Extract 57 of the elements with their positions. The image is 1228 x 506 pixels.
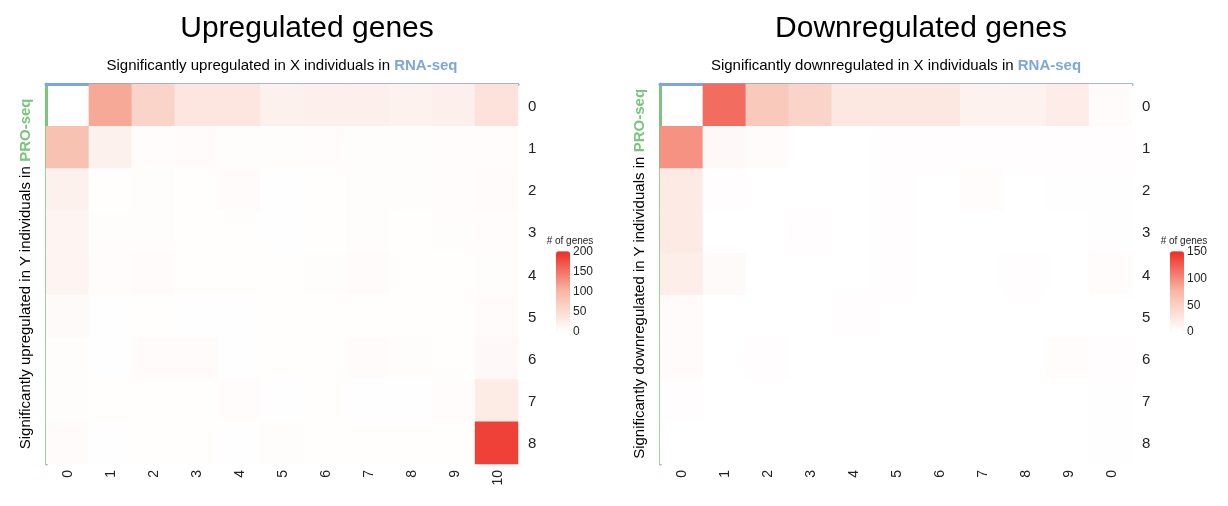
y-tick-label: 1 (528, 138, 537, 156)
y-tick-label: 7 (1142, 392, 1151, 410)
x-tick-label: 8 (402, 469, 419, 478)
y-tick-label: 0 (1142, 96, 1151, 114)
color-bar-label: 200 (573, 244, 594, 259)
y-axis-title: Significantly upregulated in Y individuals in PRO-seq (16, 98, 33, 450)
x-tick-label: 2 (759, 469, 776, 478)
y-tick-label: 6 (1142, 349, 1151, 367)
color-bar-label: 150 (1187, 244, 1208, 259)
x-tick-label: 6 (930, 469, 947, 478)
color-bar-label: 0 (573, 324, 580, 339)
y-tick-label: 5 (528, 307, 537, 325)
x-tick-label: 9 (445, 469, 462, 478)
x-tick-label: 2 (145, 469, 162, 478)
x-tick-label: 4 (231, 469, 248, 478)
x-tick-label: 1 (102, 469, 119, 478)
x-tick-label: 5 (274, 469, 290, 478)
y-tick-label: 5 (1142, 307, 1151, 325)
chart-title: Downregulated genes (775, 9, 1067, 43)
x-tick-label: 7 (359, 469, 376, 478)
x-axis-title: Significantly downregulated in X individuals in RNA-seq (710, 56, 1082, 73)
x-axis-title: Significantly upregulated in X individuals in RNA-seq (106, 56, 458, 73)
y-tick-label: 1 (1142, 138, 1151, 156)
x-tick-label: 9 (1059, 469, 1076, 478)
legend-title: # of genes (1160, 234, 1208, 246)
x-tick-label: 5 (888, 469, 904, 478)
x-tick-label: 0 (673, 469, 690, 478)
y-tick-label: 8 (528, 434, 537, 452)
y-tick-label: 3 (528, 223, 537, 241)
y-tick-label: 8 (1142, 434, 1151, 452)
x-tick-label: 3 (188, 469, 205, 478)
x-tick-label: 0 (59, 469, 76, 478)
y-tick-label: 6 (528, 349, 537, 367)
color-bar-label: 100 (573, 284, 594, 299)
color-bar-label: 100 (1187, 270, 1208, 285)
y-axis-title: Significantly downregulated in Y individuals in PRO-seq (630, 88, 647, 459)
x-tick-label: 3 (802, 469, 819, 478)
y-tick-label: 4 (1142, 265, 1151, 283)
color-bar-label: 50 (573, 304, 587, 319)
x-tick-label: 1 (716, 469, 733, 478)
y-tick-label: 3 (1142, 223, 1151, 241)
y-tick-label: 7 (528, 392, 537, 410)
color-bar-label: 0 (1187, 324, 1194, 339)
legend-title: # of genes (546, 234, 594, 246)
y-tick-label: 2 (528, 181, 537, 199)
y-tick-label: 2 (1142, 181, 1151, 199)
x-tick-label: 4 (845, 469, 862, 478)
y-tick-label: 0 (528, 96, 537, 114)
color-bar-label: 150 (573, 264, 594, 279)
chart-title: Upregulated genes (180, 9, 434, 43)
x-tick-label: 10 (488, 469, 505, 486)
x-tick-label: 0 (1102, 469, 1119, 478)
x-tick-label: 7 (973, 469, 990, 478)
x-tick-label: 6 (316, 469, 333, 478)
color-bar-label: 50 (1187, 297, 1201, 312)
x-tick-label: 8 (1016, 469, 1033, 478)
y-tick-label: 4 (528, 265, 537, 283)
